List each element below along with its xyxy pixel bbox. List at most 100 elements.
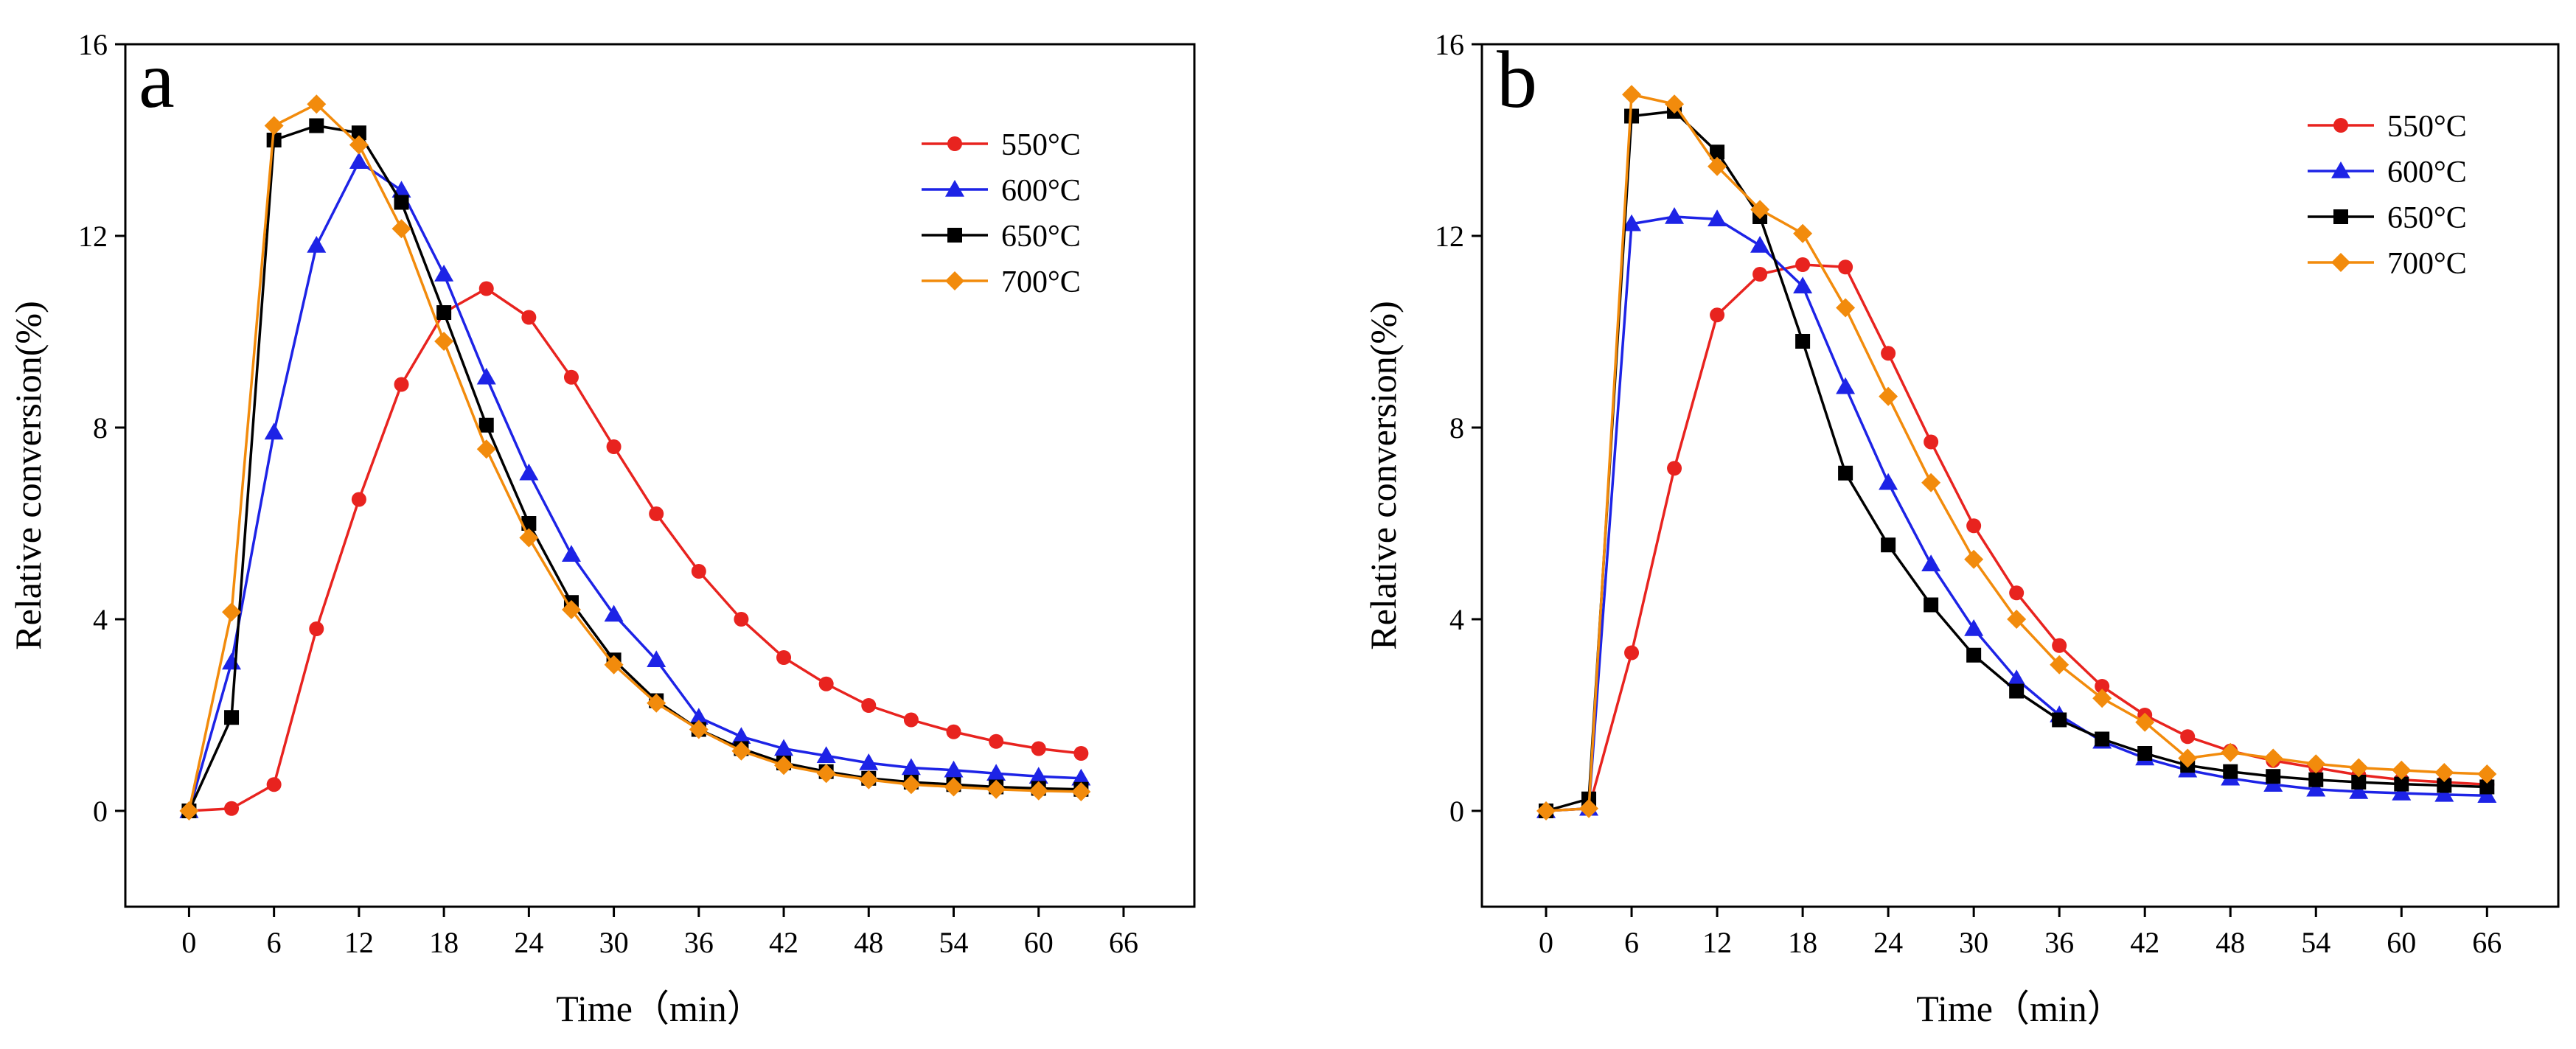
data-point: [1667, 461, 1682, 476]
data-point: [1622, 214, 1642, 231]
data-point: [561, 545, 581, 562]
data-point: [1752, 267, 1768, 282]
data-point: [224, 801, 240, 816]
data-point: [2263, 748, 2283, 768]
series-line: [1545, 93, 2488, 812]
data-point: [649, 506, 664, 521]
data-point: [691, 564, 706, 579]
data-point: [2050, 655, 2069, 675]
x-tick-label: 24: [1873, 926, 1903, 959]
x-tick-label: 0: [1539, 926, 1553, 959]
legend-label: 700°C: [2387, 247, 2467, 281]
data-point: [2095, 731, 2110, 747]
data-point: [351, 492, 366, 507]
data-point: [1793, 223, 1813, 243]
legend-marker: [2333, 209, 2348, 224]
data-point: [519, 528, 539, 548]
plot-frame: [1480, 43, 2560, 908]
data-point: [478, 417, 494, 433]
data-point: [859, 753, 879, 770]
data-point: [1838, 259, 1853, 275]
data-point: [519, 463, 539, 481]
data-point: [476, 439, 496, 459]
data-point: [903, 712, 919, 728]
x-tick-label: 30: [1959, 926, 1988, 959]
x-axis-title: Time（min）: [1916, 988, 2124, 1029]
series-line: [187, 160, 1082, 812]
data-point: [689, 708, 709, 725]
x-tick-label: 42: [769, 926, 798, 959]
data-point: [1921, 554, 1941, 571]
data-point: [689, 719, 709, 739]
y-tick-label: 16: [78, 28, 108, 61]
data-point: [1071, 768, 1091, 786]
data-point: [1579, 798, 1599, 818]
data-point: [1879, 386, 1898, 406]
data-point: [1665, 94, 1685, 114]
data-point: [2052, 712, 2067, 728]
x-tick-label: 6: [267, 926, 282, 959]
data-point: [476, 367, 496, 385]
data-point: [309, 621, 324, 636]
data-point: [2052, 638, 2067, 653]
legend-label: 700°C: [1001, 265, 1081, 299]
legend-marker: [945, 271, 964, 290]
data-point: [436, 305, 452, 320]
data-point: [434, 265, 454, 282]
legend-label: 600°C: [2387, 156, 2467, 189]
data-point: [604, 604, 624, 622]
panel-label: b: [1497, 35, 1537, 125]
legend-marker: [945, 180, 964, 197]
y-axis-title: Relative conversion(%): [1362, 301, 1404, 649]
data-point: [394, 377, 409, 392]
data-point: [1966, 647, 1982, 663]
data-point: [2009, 585, 2025, 601]
data-point: [2394, 776, 2409, 792]
x-tick-label: 54: [2301, 926, 2330, 959]
x-tick-label: 18: [429, 926, 459, 959]
data-point: [1028, 781, 1048, 801]
y-tick-label: 12: [78, 220, 108, 253]
legend-marker: [2331, 253, 2350, 272]
data-point: [2178, 748, 2198, 768]
x-tick-label: 66: [1109, 926, 1138, 959]
data-point: [1031, 741, 1046, 756]
data-point: [901, 758, 921, 776]
data-point: [2437, 778, 2452, 793]
x-tick-label: 12: [1702, 926, 1732, 959]
legend-label: 550°C: [1001, 128, 1081, 162]
data-point: [1795, 334, 1811, 349]
data-point: [2007, 610, 2027, 629]
data-point: [394, 195, 409, 210]
data-point: [1710, 307, 1725, 323]
x-tick-label: 60: [2387, 926, 2416, 959]
data-point: [2477, 786, 2497, 803]
data-point: [1750, 200, 1770, 220]
data-point: [2095, 679, 2110, 694]
data-point: [349, 152, 369, 169]
data-point: [734, 612, 749, 627]
data-point: [647, 693, 666, 713]
data-point: [1836, 298, 1856, 318]
data-point: [2007, 669, 2027, 686]
data-point: [774, 756, 794, 776]
data-point: [2349, 782, 2369, 799]
data-point: [731, 741, 751, 761]
x-tick-label: 36: [2044, 926, 2074, 959]
data-point: [1708, 156, 1727, 176]
x-tick-label: 18: [1788, 926, 1817, 959]
data-point: [1665, 207, 1685, 224]
chart-panel-b: 0 6 12 18 24 30 36 42 48 54 60 660481216Time（min）Re…: [1362, 28, 2560, 1029]
data-point: [1881, 346, 1896, 361]
data-point: [1073, 746, 1089, 761]
data-point: [391, 219, 411, 239]
data-point: [818, 676, 834, 691]
data-point: [731, 727, 751, 744]
data-point: [1924, 434, 1939, 450]
data-point: [264, 116, 284, 136]
y-tick-label: 4: [1449, 603, 1464, 636]
data-point: [2392, 783, 2412, 801]
data-point: [774, 739, 794, 756]
data-point: [944, 777, 964, 797]
